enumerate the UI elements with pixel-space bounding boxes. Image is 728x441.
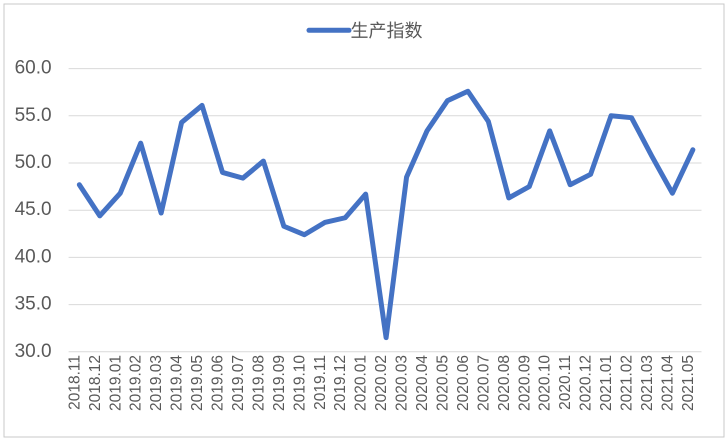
- svg-text:2019.12: 2019.12: [332, 355, 349, 411]
- svg-text:2019.08: 2019.08: [250, 355, 267, 411]
- svg-text:2021.05: 2021.05: [680, 355, 697, 411]
- svg-text:2021.02: 2021.02: [619, 355, 636, 411]
- svg-text:2019.10: 2019.10: [291, 355, 308, 411]
- svg-text:60.0: 60.0: [15, 58, 52, 79]
- svg-text:2019.11: 2019.11: [312, 355, 329, 410]
- svg-text:2020.07: 2020.07: [475, 355, 492, 411]
- svg-text:55.0: 55.0: [15, 105, 52, 126]
- svg-text:2018.12: 2018.12: [87, 355, 104, 411]
- svg-text:2019.06: 2019.06: [210, 355, 227, 411]
- svg-text:2020.10: 2020.10: [537, 355, 554, 411]
- svg-text:2021.04: 2021.04: [659, 355, 676, 411]
- svg-text:2020.05: 2020.05: [434, 355, 451, 411]
- svg-text:40.0: 40.0: [15, 246, 52, 267]
- svg-text:2020.09: 2020.09: [516, 355, 533, 411]
- svg-text:2019.07: 2019.07: [230, 355, 247, 411]
- svg-text:2019.05: 2019.05: [189, 355, 206, 411]
- svg-text:2020.11: 2020.11: [557, 355, 574, 410]
- svg-text:2020.02: 2020.02: [373, 355, 390, 411]
- svg-text:2019.04: 2019.04: [169, 355, 186, 411]
- svg-text:2020.01: 2020.01: [353, 355, 370, 411]
- svg-text:2020.06: 2020.06: [455, 355, 472, 411]
- svg-text:45.0: 45.0: [15, 199, 52, 220]
- svg-text:50.0: 50.0: [15, 152, 52, 173]
- svg-text:35.0: 35.0: [15, 294, 52, 315]
- svg-text:30.0: 30.0: [15, 341, 52, 362]
- svg-text:2019.03: 2019.03: [148, 355, 165, 411]
- svg-text:2020.03: 2020.03: [394, 355, 411, 411]
- svg-text:2021.03: 2021.03: [639, 355, 656, 411]
- svg-text:2020.08: 2020.08: [496, 355, 513, 411]
- svg-text:2019.01: 2019.01: [107, 355, 124, 411]
- svg-text:生产指数: 生产指数: [351, 21, 423, 41]
- svg-text:2019.09: 2019.09: [271, 355, 288, 411]
- svg-text:2020.12: 2020.12: [578, 355, 595, 411]
- svg-text:2020.04: 2020.04: [414, 355, 431, 411]
- svg-text:2019.02: 2019.02: [128, 355, 145, 411]
- svg-text:2021.01: 2021.01: [598, 355, 615, 411]
- svg-text:2018.11: 2018.11: [66, 355, 83, 410]
